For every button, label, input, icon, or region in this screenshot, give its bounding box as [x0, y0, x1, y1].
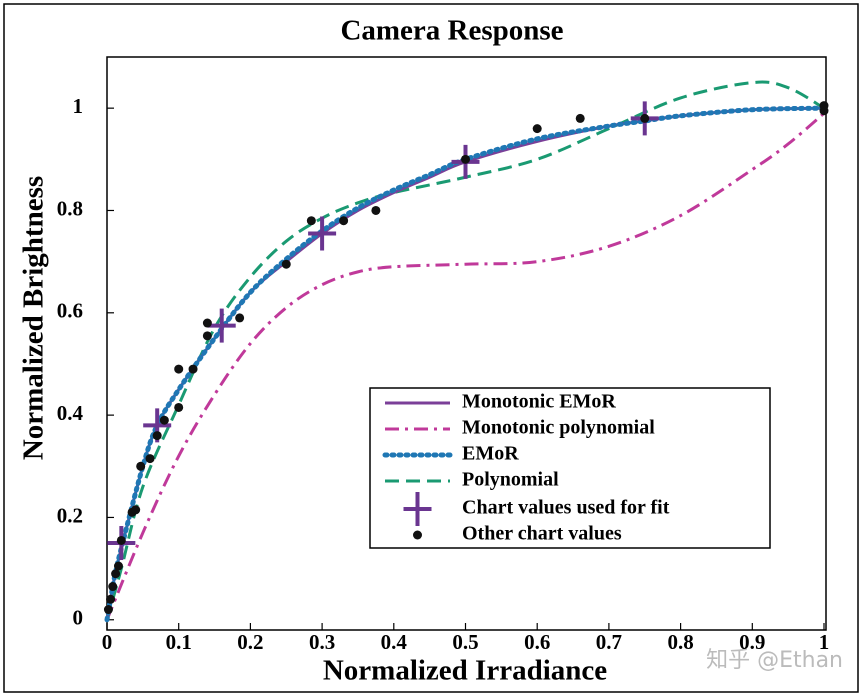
watermark: 知乎 @Ethan — [706, 648, 843, 673]
y-axis-label: Normalized Brightness — [18, 176, 50, 460]
series-line — [105, 112, 825, 621]
fit-point — [308, 216, 337, 251]
fit-point — [207, 308, 236, 343]
chart-point — [202, 318, 212, 328]
legend-label: Other chart values — [462, 523, 622, 545]
chart-point — [106, 594, 116, 604]
chart-point — [159, 415, 169, 425]
chart-point — [819, 101, 829, 111]
chart-point — [575, 113, 585, 123]
series-line — [105, 80, 825, 621]
chart-point — [108, 582, 118, 592]
y-tick-label: 0 — [73, 606, 84, 630]
chart-point — [174, 364, 184, 374]
legend-box — [369, 387, 771, 549]
chart-point — [152, 431, 162, 441]
legend-label: Monotonic polynomial — [462, 417, 655, 439]
x-tick-label: 0.6 — [524, 630, 550, 654]
x-axis-label: Normalized Irradiance — [323, 655, 607, 687]
chart-point — [306, 216, 316, 226]
legend-label: Monotonic EMoR — [462, 391, 616, 413]
y-tick-label: 1 — [73, 94, 84, 118]
chart-point — [532, 124, 542, 134]
chart-point — [174, 402, 184, 412]
x-tick-label: 0.8 — [667, 630, 693, 654]
legend-label: Polynomial — [462, 469, 559, 491]
chart-title: Camera Response — [340, 15, 563, 47]
x-tick-label: 0 — [102, 630, 113, 654]
y-tick-label: 0.6 — [57, 299, 83, 323]
x-tick-label: 0.1 — [166, 630, 192, 654]
y-tick-label: 0.2 — [57, 503, 83, 527]
chart-point — [145, 454, 155, 464]
plot-frame — [106, 56, 827, 631]
x-tick-label: 1 — [819, 630, 830, 654]
chart-point — [136, 461, 146, 471]
legend-label: Chart values used for fit — [462, 497, 670, 519]
x-tick-label: 0.2 — [237, 630, 263, 654]
legend-label: EMoR — [462, 443, 519, 465]
x-tick-label: 0.3 — [309, 630, 335, 654]
x-tick-label: 0.5 — [452, 630, 478, 654]
chart-point — [116, 535, 126, 545]
chart-point — [371, 205, 381, 215]
chart-point — [640, 113, 650, 123]
chart-point — [235, 313, 245, 323]
chart-point — [461, 154, 470, 164]
x-tick-label: 0.7 — [596, 630, 622, 654]
chart-point — [339, 216, 349, 226]
legend-symbol — [413, 530, 422, 540]
chart-point — [188, 364, 198, 374]
outer-border — [3, 3, 859, 693]
legend-symbol — [403, 492, 432, 526]
chart-point — [281, 259, 291, 269]
y-tick-label: 0.4 — [57, 401, 84, 425]
chart-point — [113, 561, 123, 571]
y-tick-label: 0.8 — [57, 196, 83, 220]
chart-point — [202, 331, 212, 341]
x-tick-label: 0.4 — [381, 630, 408, 654]
chart-point — [131, 505, 141, 515]
x-tick-label: 0.9 — [739, 630, 765, 654]
chart-point — [111, 569, 121, 579]
chart-point — [103, 605, 113, 615]
